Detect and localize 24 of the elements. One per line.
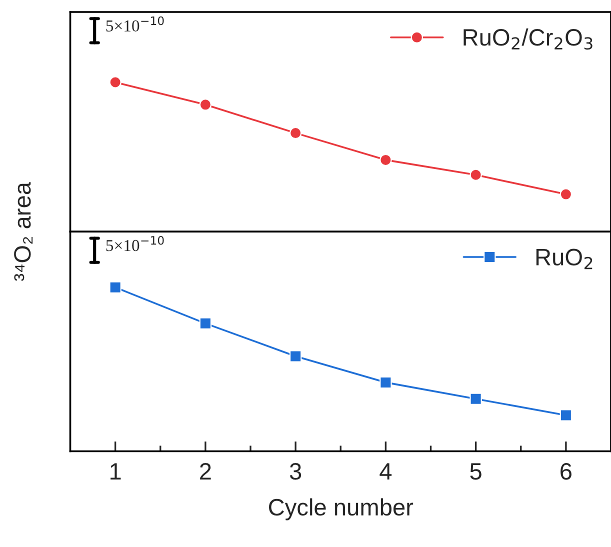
point	[470, 168, 482, 181]
x-tick-label: 4	[380, 463, 392, 480]
point	[289, 350, 302, 362]
legend-label: RuO$_{2}$/Cr$_{2}$O$_{3}$	[464, 28, 592, 50]
x-tick-label: 3	[290, 463, 302, 480]
point	[470, 392, 482, 405]
x-tick-label: 6	[560, 463, 572, 480]
point	[109, 76, 122, 88]
point	[380, 376, 392, 389]
point	[199, 98, 212, 111]
point	[289, 126, 302, 140]
point	[560, 409, 572, 422]
x-tick-label: 2	[200, 463, 211, 480]
y-axis-title: ³⁴O₂ area	[14, 182, 33, 282]
text: 5×10$^{−10}$	[106, 236, 164, 252]
legend-label: RuO$_{2}$	[536, 248, 592, 270]
x-tick-label: 5	[470, 463, 482, 480]
x-axis-title: Cycle number	[269, 498, 414, 520]
text: 5×10$^{−10}$	[106, 16, 164, 32]
x-tick-label: 1	[110, 463, 121, 480]
point	[199, 317, 212, 330]
point	[380, 154, 392, 166]
point	[109, 281, 122, 294]
point	[560, 188, 572, 200]
